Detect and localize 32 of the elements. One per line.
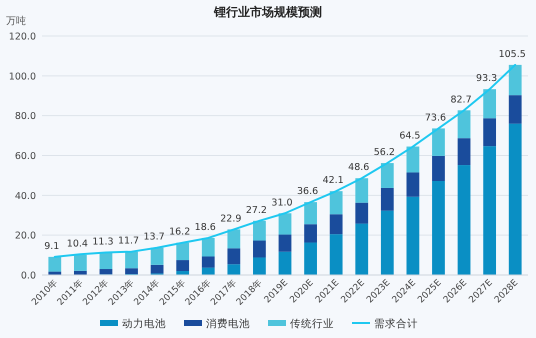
data-label: 105.5 — [498, 48, 526, 60]
y-tick-label: 60.0 — [14, 151, 36, 162]
data-label: 22.9 — [220, 213, 242, 224]
y-tick-label: 120.0 — [8, 32, 36, 42]
chart-title: 锂行业市场规模预测 — [213, 5, 322, 19]
legend-label: 传统行业 — [290, 317, 334, 330]
data-label: 48.6 — [348, 162, 370, 174]
legend-label: 消费电池 — [206, 317, 250, 330]
legend-label: 动力电池 — [122, 317, 166, 330]
data-label: 31.0 — [271, 197, 293, 208]
data-label: 10.4 — [66, 238, 88, 250]
legend-label: 需求合计 — [374, 317, 418, 330]
y-tick-label: 0.0 — [20, 270, 36, 282]
data-label: 11.7 — [118, 236, 140, 247]
data-label: 11.3 — [92, 236, 114, 248]
data-label: 93.3 — [476, 73, 498, 84]
data-label: 56.2 — [374, 147, 395, 158]
y-axis-title: 万吨 — [6, 15, 26, 27]
y-tick-label: 40.0 — [14, 190, 36, 202]
y-tick-label: 20.0 — [14, 230, 36, 242]
data-label: 27.2 — [246, 204, 267, 216]
data-label: 18.6 — [194, 222, 216, 233]
data-label: 82.7 — [450, 94, 472, 106]
data-label: 9.1 — [44, 240, 60, 252]
data-label: 73.6 — [424, 112, 446, 124]
data-label: 16.2 — [169, 226, 190, 238]
data-label: 42.1 — [322, 175, 344, 186]
y-tick-label: 80.0 — [14, 111, 36, 122]
y-tick-label: 100.0 — [8, 71, 36, 82]
data-label: 64.5 — [399, 130, 420, 142]
data-label: 13.7 — [144, 232, 165, 243]
data-label: 36.6 — [297, 186, 318, 198]
